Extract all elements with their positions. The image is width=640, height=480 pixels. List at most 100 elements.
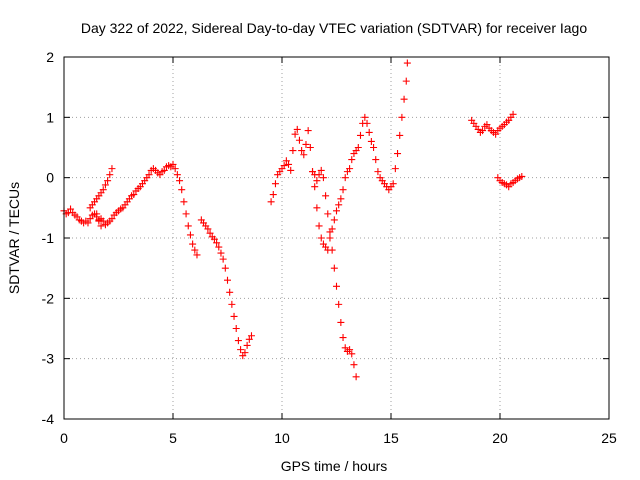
data-point bbox=[361, 113, 369, 121]
y-axis-label: SDTVAR / TECUs bbox=[6, 182, 22, 294]
x-tick-label: 10 bbox=[274, 430, 290, 446]
data-point bbox=[402, 77, 410, 85]
data-point bbox=[145, 171, 153, 179]
data-point bbox=[95, 216, 103, 224]
data-point bbox=[324, 210, 332, 218]
data-point bbox=[317, 166, 325, 174]
data-point bbox=[232, 325, 240, 332]
data-point bbox=[335, 300, 343, 308]
data-point bbox=[483, 121, 491, 129]
data-point bbox=[346, 165, 354, 173]
data-point bbox=[289, 147, 297, 155]
data-point bbox=[333, 207, 340, 215]
data-point bbox=[339, 186, 347, 194]
data-point bbox=[93, 210, 101, 218]
y-tick-label: 1 bbox=[46, 109, 54, 125]
data-point bbox=[396, 131, 404, 139]
data-point bbox=[217, 249, 225, 257]
data-point bbox=[182, 210, 190, 218]
data-point bbox=[350, 361, 358, 369]
data-point bbox=[230, 312, 238, 320]
y-tick-label: 2 bbox=[46, 49, 54, 65]
data-point bbox=[210, 235, 218, 243]
data-point bbox=[518, 172, 526, 180]
data-point bbox=[237, 346, 245, 354]
data-point bbox=[319, 174, 327, 182]
x-tick-label: 5 bbox=[169, 430, 177, 446]
data-point bbox=[348, 156, 356, 164]
chart-title: Day 322 of 2022, Sidereal Day-to-day VTE… bbox=[81, 20, 588, 36]
data-point bbox=[346, 346, 354, 354]
grid bbox=[64, 57, 609, 419]
data-point bbox=[330, 264, 338, 272]
series-7 bbox=[494, 172, 526, 191]
series-4 bbox=[267, 59, 411, 254]
data-point bbox=[186, 231, 194, 239]
data-point bbox=[363, 119, 371, 127]
data-point bbox=[171, 165, 179, 173]
series-2 bbox=[86, 165, 116, 230]
data-point bbox=[228, 300, 236, 308]
data-point bbox=[213, 239, 221, 247]
y-tick-label: -2 bbox=[42, 290, 55, 306]
data-point bbox=[372, 156, 380, 164]
data-point bbox=[354, 144, 362, 151]
data-point bbox=[479, 127, 487, 135]
data-point bbox=[370, 144, 378, 151]
data-point bbox=[367, 137, 375, 145]
x-tick-label: 20 bbox=[492, 430, 508, 446]
data-point bbox=[315, 171, 323, 179]
data-point bbox=[365, 128, 373, 136]
data-point bbox=[219, 255, 227, 263]
data-point bbox=[348, 350, 356, 358]
data-point bbox=[101, 181, 109, 189]
data-point bbox=[189, 240, 197, 248]
data-point bbox=[267, 198, 275, 206]
data-point bbox=[269, 191, 277, 199]
data-point bbox=[184, 222, 192, 230]
data-point bbox=[306, 144, 314, 151]
data-point bbox=[176, 177, 184, 185]
series-1 bbox=[60, 160, 201, 259]
data-point bbox=[178, 186, 186, 194]
data-point bbox=[191, 246, 199, 254]
data-point bbox=[271, 180, 279, 188]
data-point bbox=[173, 171, 181, 179]
y-tick-labels: -4 -3 -2 -1 0 1 2 bbox=[42, 49, 55, 427]
data-point bbox=[169, 160, 177, 168]
data-point bbox=[313, 204, 321, 212]
x-tick-labels: 0 5 10 15 20 25 bbox=[60, 430, 617, 446]
data-point bbox=[226, 288, 234, 296]
y-tick-label: -4 bbox=[42, 411, 55, 427]
data-point bbox=[313, 177, 321, 185]
data-point bbox=[84, 219, 92, 227]
x-tick-label: 0 bbox=[60, 430, 68, 446]
data-point bbox=[285, 160, 293, 168]
data-point bbox=[398, 113, 406, 121]
data-point bbox=[304, 127, 312, 135]
data-point bbox=[394, 150, 402, 158]
data-point bbox=[374, 168, 382, 176]
data-point bbox=[326, 228, 334, 236]
data-point bbox=[330, 216, 338, 224]
data-points bbox=[60, 59, 526, 381]
data-point bbox=[391, 165, 399, 173]
data-point bbox=[215, 243, 223, 251]
data-point bbox=[322, 192, 330, 200]
data-point bbox=[400, 95, 408, 103]
data-point bbox=[341, 174, 349, 182]
data-point bbox=[326, 234, 334, 242]
data-point bbox=[99, 186, 107, 194]
data-point bbox=[97, 222, 105, 230]
data-point bbox=[403, 59, 411, 67]
data-point bbox=[335, 201, 343, 209]
data-point bbox=[339, 334, 347, 342]
series-3 bbox=[197, 216, 255, 360]
data-point bbox=[193, 251, 201, 259]
data-point bbox=[247, 332, 255, 340]
data-point bbox=[492, 130, 500, 138]
data-point bbox=[389, 180, 397, 188]
data-point bbox=[337, 195, 345, 203]
data-point bbox=[86, 215, 94, 223]
plot-frame bbox=[63, 56, 610, 420]
